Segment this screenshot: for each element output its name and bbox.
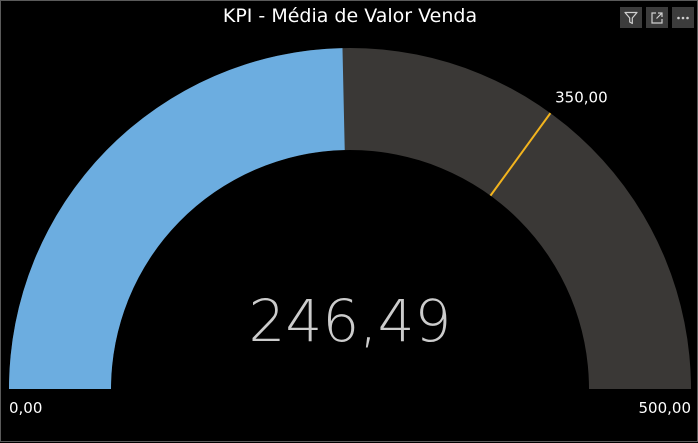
gauge-value-arc bbox=[9, 48, 345, 390]
more-options-icon bbox=[677, 16, 689, 19]
visual-title: KPI - Média de Valor Venda bbox=[222, 5, 478, 27]
more-options-button[interactable] bbox=[672, 7, 694, 28]
filter-button[interactable] bbox=[620, 7, 642, 28]
gauge-target-marker bbox=[489, 112, 552, 197]
focus-mode-button[interactable] bbox=[646, 7, 668, 28]
visual-header-toolbar bbox=[620, 7, 694, 28]
gauge-max-label: 500,00 bbox=[639, 399, 692, 417]
gauge-value-label: 246,49 bbox=[249, 287, 452, 355]
filter-icon bbox=[624, 11, 638, 24]
focus-mode-icon bbox=[651, 11, 663, 24]
gauge-min-label: 0,00 bbox=[9, 399, 42, 417]
gauge-target-label: 350,00 bbox=[555, 89, 608, 107]
